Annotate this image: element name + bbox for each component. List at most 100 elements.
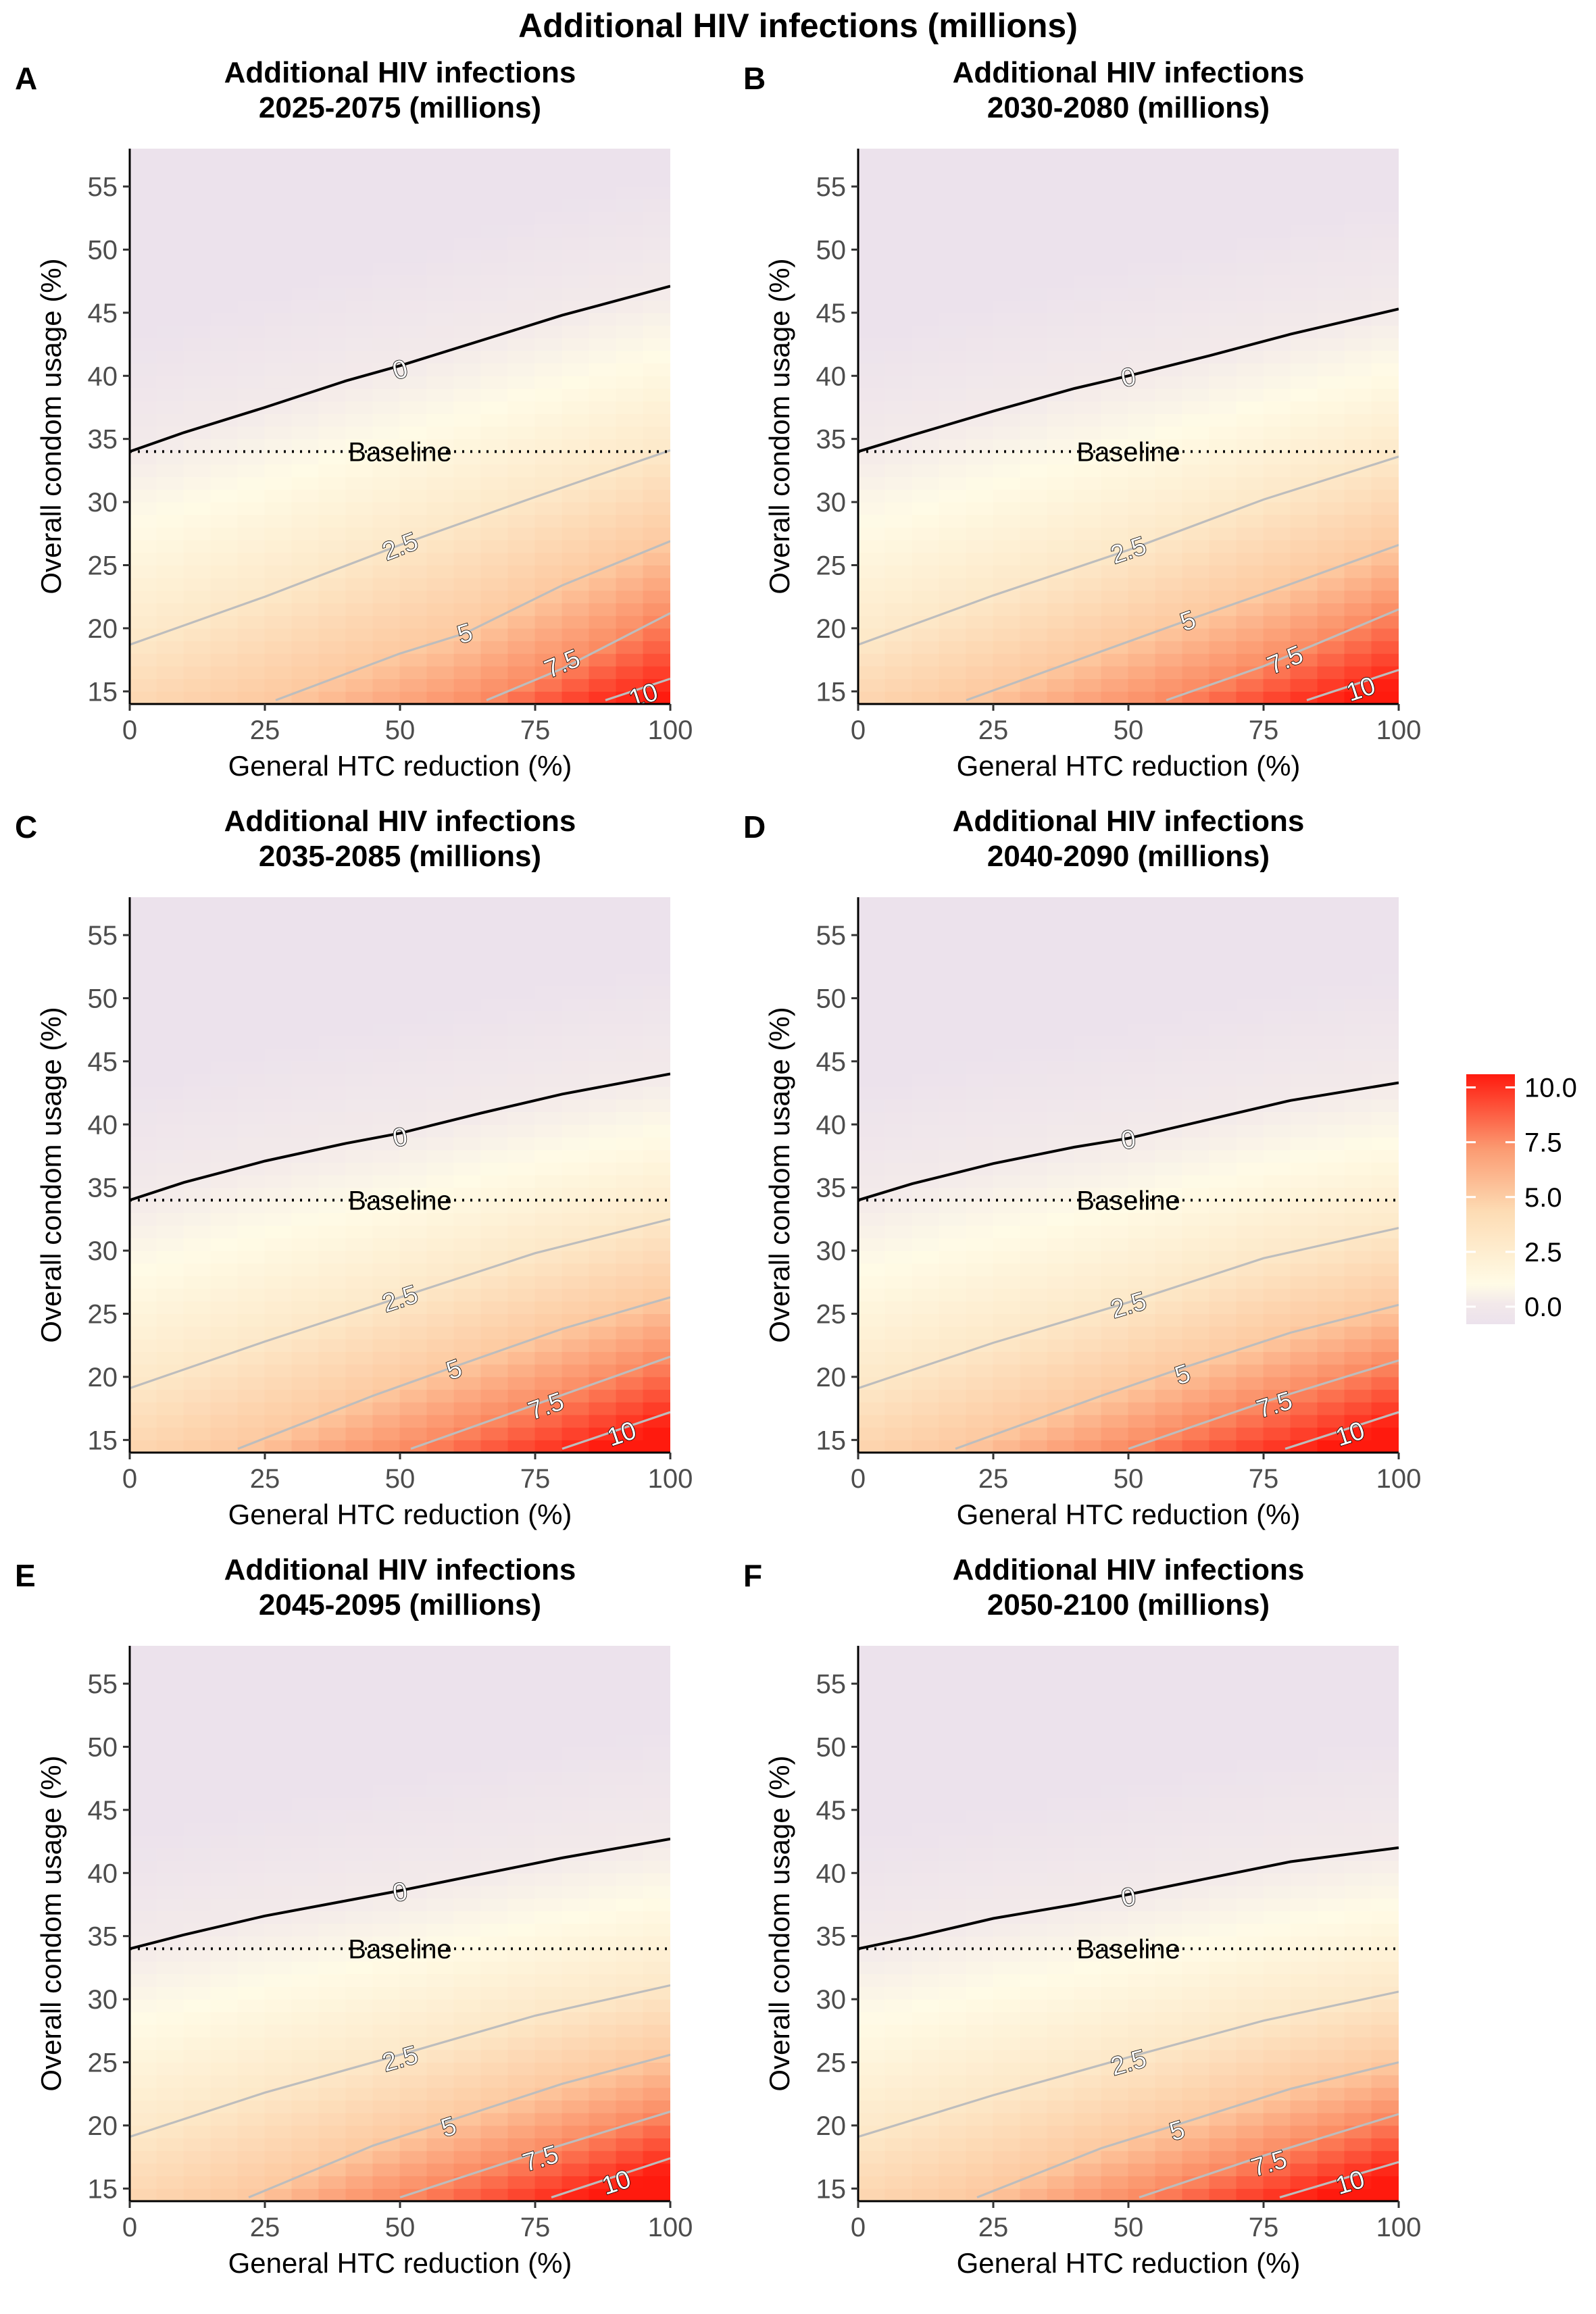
heatmap-cell (616, 2011, 644, 2025)
heatmap-cell (372, 299, 401, 313)
heatmap-cell (1236, 236, 1264, 250)
heatmap-cell (156, 438, 184, 452)
heatmap-cell (534, 1658, 563, 1671)
heatmap-cell (291, 2125, 320, 2139)
heatmap-cell (912, 959, 940, 974)
heatmap-cell (534, 997, 563, 1011)
heatmap-cell (453, 350, 482, 364)
heatmap-cell (156, 1086, 184, 1100)
heatmap-cell (318, 2100, 347, 2113)
heatmap-cell (534, 1111, 563, 1125)
heatmap-cell (562, 2125, 590, 2139)
heatmap-cell (130, 1683, 157, 1697)
heatmap-cell (453, 1658, 482, 1671)
heatmap-cell (399, 224, 428, 238)
heatmap-cell (345, 199, 374, 212)
heatmap-cell (183, 363, 211, 376)
heatmap-cell (912, 1948, 940, 1962)
heatmap-cell (426, 199, 455, 212)
heatmap-cell (912, 476, 940, 490)
heatmap-cell (1020, 401, 1048, 414)
heatmap-cell (939, 1149, 967, 1163)
heatmap-cell (966, 1212, 994, 1226)
heatmap-cell (534, 2036, 563, 2051)
heatmap-cell (1209, 388, 1237, 402)
heatmap-cell (1263, 1338, 1291, 1353)
heatmap-cell (884, 2163, 913, 2177)
heatmap-cell (372, 1721, 401, 1735)
heatmap-cell (507, 325, 536, 338)
heatmap-cell (507, 526, 536, 540)
heatmap-cell (1263, 526, 1291, 540)
contour-line-5 (237, 1296, 670, 1450)
heatmap-cell (264, 1023, 293, 1036)
heatmap-cell (237, 2112, 266, 2126)
heatmap-cell (264, 1010, 293, 1024)
heatmap-cell (210, 401, 239, 414)
y-tick-label: 35 (88, 1922, 118, 1952)
heatmap-cell (291, 1313, 320, 1327)
heatmap-cell (1047, 1161, 1075, 1176)
heatmap-cell (1317, 603, 1345, 616)
heatmap-cell (264, 1187, 293, 1201)
heatmap-cell (643, 388, 670, 402)
heatmap-cell (534, 476, 563, 490)
heatmap-cell (156, 1696, 184, 1709)
heatmap-cell (210, 1225, 239, 1238)
heatmap-cell (858, 211, 886, 225)
heatmap-cell (1047, 922, 1075, 936)
heatmap-cell (562, 690, 590, 704)
heatmap-cell (345, 261, 374, 276)
heatmap-cell (616, 514, 644, 528)
heatmap-cell (884, 1401, 913, 1415)
heatmap-cell (858, 640, 886, 654)
heatmap-cell (616, 1784, 644, 1798)
heatmap-cell (1371, 186, 1399, 200)
heatmap-cell (1020, 426, 1048, 440)
heatmap-cell (1020, 1401, 1048, 1415)
heatmap-cell (1344, 947, 1372, 961)
heatmap-cell (183, 1670, 211, 1684)
heatmap-cell (1074, 1124, 1102, 1138)
heatmap-cell (1344, 1439, 1372, 1453)
heatmap-cell (480, 1275, 509, 1289)
heatmap-cell (372, 1212, 401, 1226)
heatmap-cell (210, 1427, 239, 1440)
heatmap-cell (1047, 161, 1075, 174)
heatmap-cell (426, 312, 455, 326)
heatmap-cell (1344, 1263, 1372, 1276)
heatmap-cell (1317, 1263, 1345, 1276)
heatmap-cell (210, 1860, 239, 1873)
heatmap-cell (156, 565, 184, 578)
heatmap-cell (562, 2150, 590, 2164)
heatmap-cell (1128, 615, 1156, 629)
heatmap-cell (858, 1124, 886, 1138)
heatmap-cell (291, 1326, 320, 1340)
heatmap-cell (318, 909, 347, 923)
heatmap-cell (562, 1301, 590, 1314)
heatmap-cell (264, 274, 293, 288)
heatmap-cell (534, 1099, 563, 1113)
heatmap-cell (1371, 1363, 1399, 1378)
x-tick-label: 0 (851, 715, 866, 745)
heatmap-cell (589, 922, 617, 936)
heatmap-cell (1128, 1313, 1156, 1327)
heatmap-cell (507, 1898, 536, 1911)
heatmap-cell (264, 1973, 293, 1987)
heatmap-cell (912, 1898, 940, 1911)
heatmap-cell (1047, 1199, 1075, 1213)
heatmap-cell (643, 401, 670, 414)
heatmap-cell (1128, 1111, 1156, 1125)
heatmap-cell (1263, 1225, 1291, 1238)
heatmap-cell (1317, 972, 1345, 986)
heatmap-cell (534, 1010, 563, 1024)
heatmap-cell (884, 2125, 913, 2139)
heatmap-cell (534, 2188, 563, 2201)
heatmap-cell (1344, 1074, 1372, 1087)
heatmap-cell (237, 224, 266, 238)
heatmap-cell (1155, 514, 1183, 528)
heatmap-cell (993, 1834, 1021, 1848)
heatmap-cell (1290, 640, 1318, 654)
heatmap-cell (912, 590, 940, 604)
heatmap-cell (399, 413, 428, 427)
